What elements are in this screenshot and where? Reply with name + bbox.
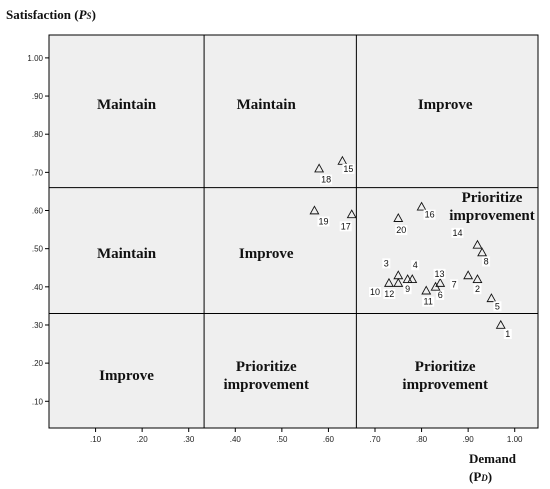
triangle-marker xyxy=(309,205,320,215)
point-label-bg xyxy=(473,284,482,295)
x-tick-label: 1.00 xyxy=(507,435,523,444)
triangle-marker xyxy=(430,281,441,291)
point-label: 3 xyxy=(384,258,389,268)
region-label: Improve xyxy=(99,368,154,384)
y-tick-label: .40 xyxy=(32,283,44,292)
x-tick-label: .10 xyxy=(90,435,102,444)
triangle-marker xyxy=(416,201,427,211)
point-label-bg xyxy=(451,227,464,238)
point-label-bg xyxy=(395,225,408,236)
point-label: 11 xyxy=(424,297,433,307)
point-label: 13 xyxy=(435,269,445,279)
point-label-bg xyxy=(320,174,333,185)
point-label-bg xyxy=(317,216,330,227)
region-label: Prioritize improvement xyxy=(223,359,309,393)
point-label-bg xyxy=(503,328,512,339)
y-tick-label: .30 xyxy=(32,321,44,330)
region-label: Prioritize improvement xyxy=(402,359,488,393)
point-label-bg xyxy=(423,209,436,220)
triangle-marker xyxy=(384,277,394,287)
point-label: 5 xyxy=(495,301,500,311)
x-tick-label: .60 xyxy=(323,435,335,444)
point-label-bg xyxy=(482,256,491,267)
triangle-marker xyxy=(472,239,483,249)
y-tick-label: .50 xyxy=(32,245,44,254)
triangle-marker xyxy=(346,209,357,219)
point-label-bg xyxy=(433,268,446,279)
point-label: 20 xyxy=(396,225,406,235)
point-label-bg xyxy=(342,163,355,174)
triangle-marker xyxy=(435,277,446,287)
y-tick-label: .90 xyxy=(32,92,44,101)
x-axis-title: Demand xyxy=(469,451,517,466)
point-label: 7 xyxy=(452,279,457,289)
triangle-marker xyxy=(477,247,488,257)
point-label-bg xyxy=(368,287,381,298)
x-tick-label: .30 xyxy=(183,435,195,444)
point-label: 18 xyxy=(321,175,331,185)
point-label-bg xyxy=(422,296,435,307)
y-tick-label: .80 xyxy=(32,130,44,139)
point-label: 4 xyxy=(413,260,418,270)
triangle-marker xyxy=(314,163,325,173)
point-label: 10 xyxy=(370,287,380,297)
point-label: 15 xyxy=(343,164,353,174)
quadrant-dividers xyxy=(49,35,538,428)
triangle-marker xyxy=(486,293,497,303)
point-label-bg xyxy=(339,221,352,232)
region-label: Maintain xyxy=(237,97,297,113)
point-label: 6 xyxy=(438,290,443,300)
x-axis-title-symbol: (PD) xyxy=(469,469,492,484)
point-label: 9 xyxy=(405,284,410,294)
point-label-bg xyxy=(450,279,459,290)
point-label-bg xyxy=(411,260,420,271)
y-tick-label: .70 xyxy=(32,168,44,177)
x-tick-label: .50 xyxy=(276,435,288,444)
triangle-marker xyxy=(393,213,404,222)
x-tick-label: .90 xyxy=(463,435,475,444)
region-label: Prioritize improvement xyxy=(449,190,535,224)
region-label: Maintain xyxy=(97,246,157,262)
point-label: 17 xyxy=(341,221,351,231)
point-label: 14 xyxy=(452,228,462,238)
point-label: 8 xyxy=(484,256,489,266)
point-label: 12 xyxy=(384,289,394,299)
triangle-marker xyxy=(463,270,474,280)
point-label-bg xyxy=(436,290,445,301)
x-tick-label: .70 xyxy=(369,435,381,444)
y-tick-label: .10 xyxy=(32,397,44,406)
axis-ticks: .10 .20 .30 .40 .50 .60 .70 .80 .90 1.00 1.00 .90 .8… xyxy=(27,54,523,444)
y-tick-label: .60 xyxy=(32,207,44,216)
region-label: Improve xyxy=(239,246,294,262)
y-axis-title: Satisfaction (PS) xyxy=(6,7,96,22)
point-label-bg xyxy=(383,289,396,300)
point-label: 16 xyxy=(425,210,435,220)
point-label: 1 xyxy=(505,329,510,339)
x-tick-label: .40 xyxy=(230,435,242,444)
y-tick-label: .20 xyxy=(32,359,44,368)
y-tick-label: 1.00 xyxy=(27,54,43,63)
point-label-bg xyxy=(403,284,412,295)
point-label-bg xyxy=(493,301,502,312)
x-tick-label: .80 xyxy=(416,435,428,444)
region-labels: Maintain Maintain Improve Maintain Improve Pr… xyxy=(97,97,535,393)
region-label: Improve xyxy=(418,97,473,113)
x-tick-label: .20 xyxy=(137,435,149,444)
point-label: 2 xyxy=(475,284,480,294)
point-label: 19 xyxy=(318,217,328,227)
triangle-marker xyxy=(402,274,413,284)
point-label-bg xyxy=(382,258,391,269)
triangle-marker xyxy=(472,274,483,284)
triangle-marker xyxy=(421,285,432,295)
triangle-marker xyxy=(393,277,404,287)
triangle-marker xyxy=(495,319,506,329)
region-label: Maintain xyxy=(97,97,157,113)
